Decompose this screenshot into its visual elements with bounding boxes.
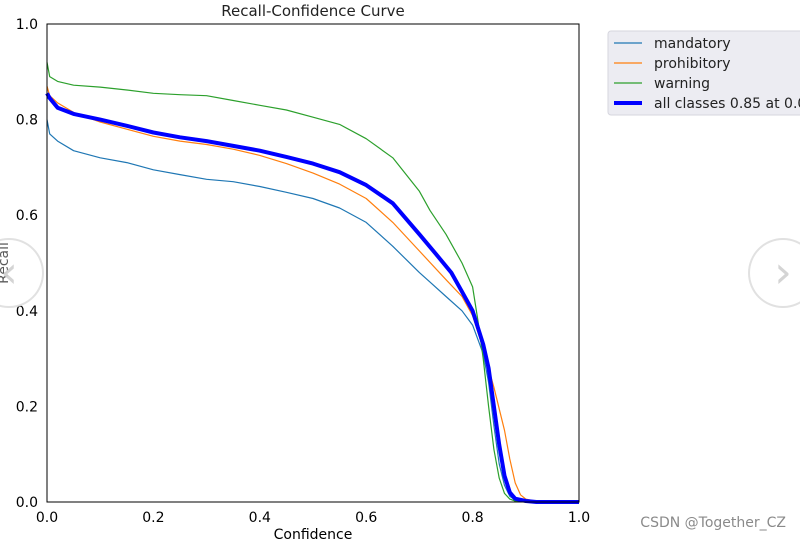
legend-label-3: all classes 0.85 at 0.000 [654, 96, 800, 112]
y-tick-label: 1.0 [16, 17, 38, 33]
legend-box [607, 30, 800, 116]
series-line-3 [45, 92, 579, 504]
x-tick-label: 1.0 [568, 510, 590, 526]
plot-frame [46, 23, 580, 503]
series-line-2 [46, 62, 579, 503]
legend-entries: mandatory prohibitory warning all classes 0… [614, 36, 800, 112]
y-axis-ticks: 0.0 0.2 0.4 0.6 0.8 1.0 [16, 17, 38, 511]
watermark: CSDN @Together_CZ [640, 515, 786, 531]
x-axis-label: Confidence [274, 527, 353, 541]
legend-label-0: mandatory [654, 36, 731, 52]
chart-title: Recall-Confidence Curve [221, 2, 405, 20]
legend: mandatory prohibitory warning all classes 0… [607, 30, 800, 116]
x-tick-label: 0.0 [36, 510, 58, 526]
y-tick-label: 0.2 [16, 399, 38, 415]
next-arrow-icon[interactable]: › [748, 238, 800, 308]
legend-label-2: warning [654, 76, 710, 92]
x-tick-label: 0.8 [461, 510, 483, 526]
previous-arrow-glyph: ‹ [0, 247, 18, 298]
y-tick-label: 0.4 [16, 304, 38, 320]
x-tick-label: 0.4 [249, 510, 271, 526]
y-tick-label: 0.0 [16, 495, 38, 511]
series-line-1 [46, 85, 580, 503]
x-axis-ticks: 0.0 0.2 0.4 0.6 0.8 1.0 [36, 510, 590, 526]
plot-lines [45, 62, 580, 504]
legend-label-1: prohibitory [654, 56, 731, 72]
y-tick-label: 0.8 [16, 113, 38, 129]
x-tick-label: 0.6 [355, 510, 377, 526]
y-tick-label: 0.6 [16, 208, 38, 224]
next-arrow-glyph: › [774, 247, 792, 298]
x-tick-label: 0.2 [142, 510, 164, 526]
series-line-0 [46, 119, 579, 503]
